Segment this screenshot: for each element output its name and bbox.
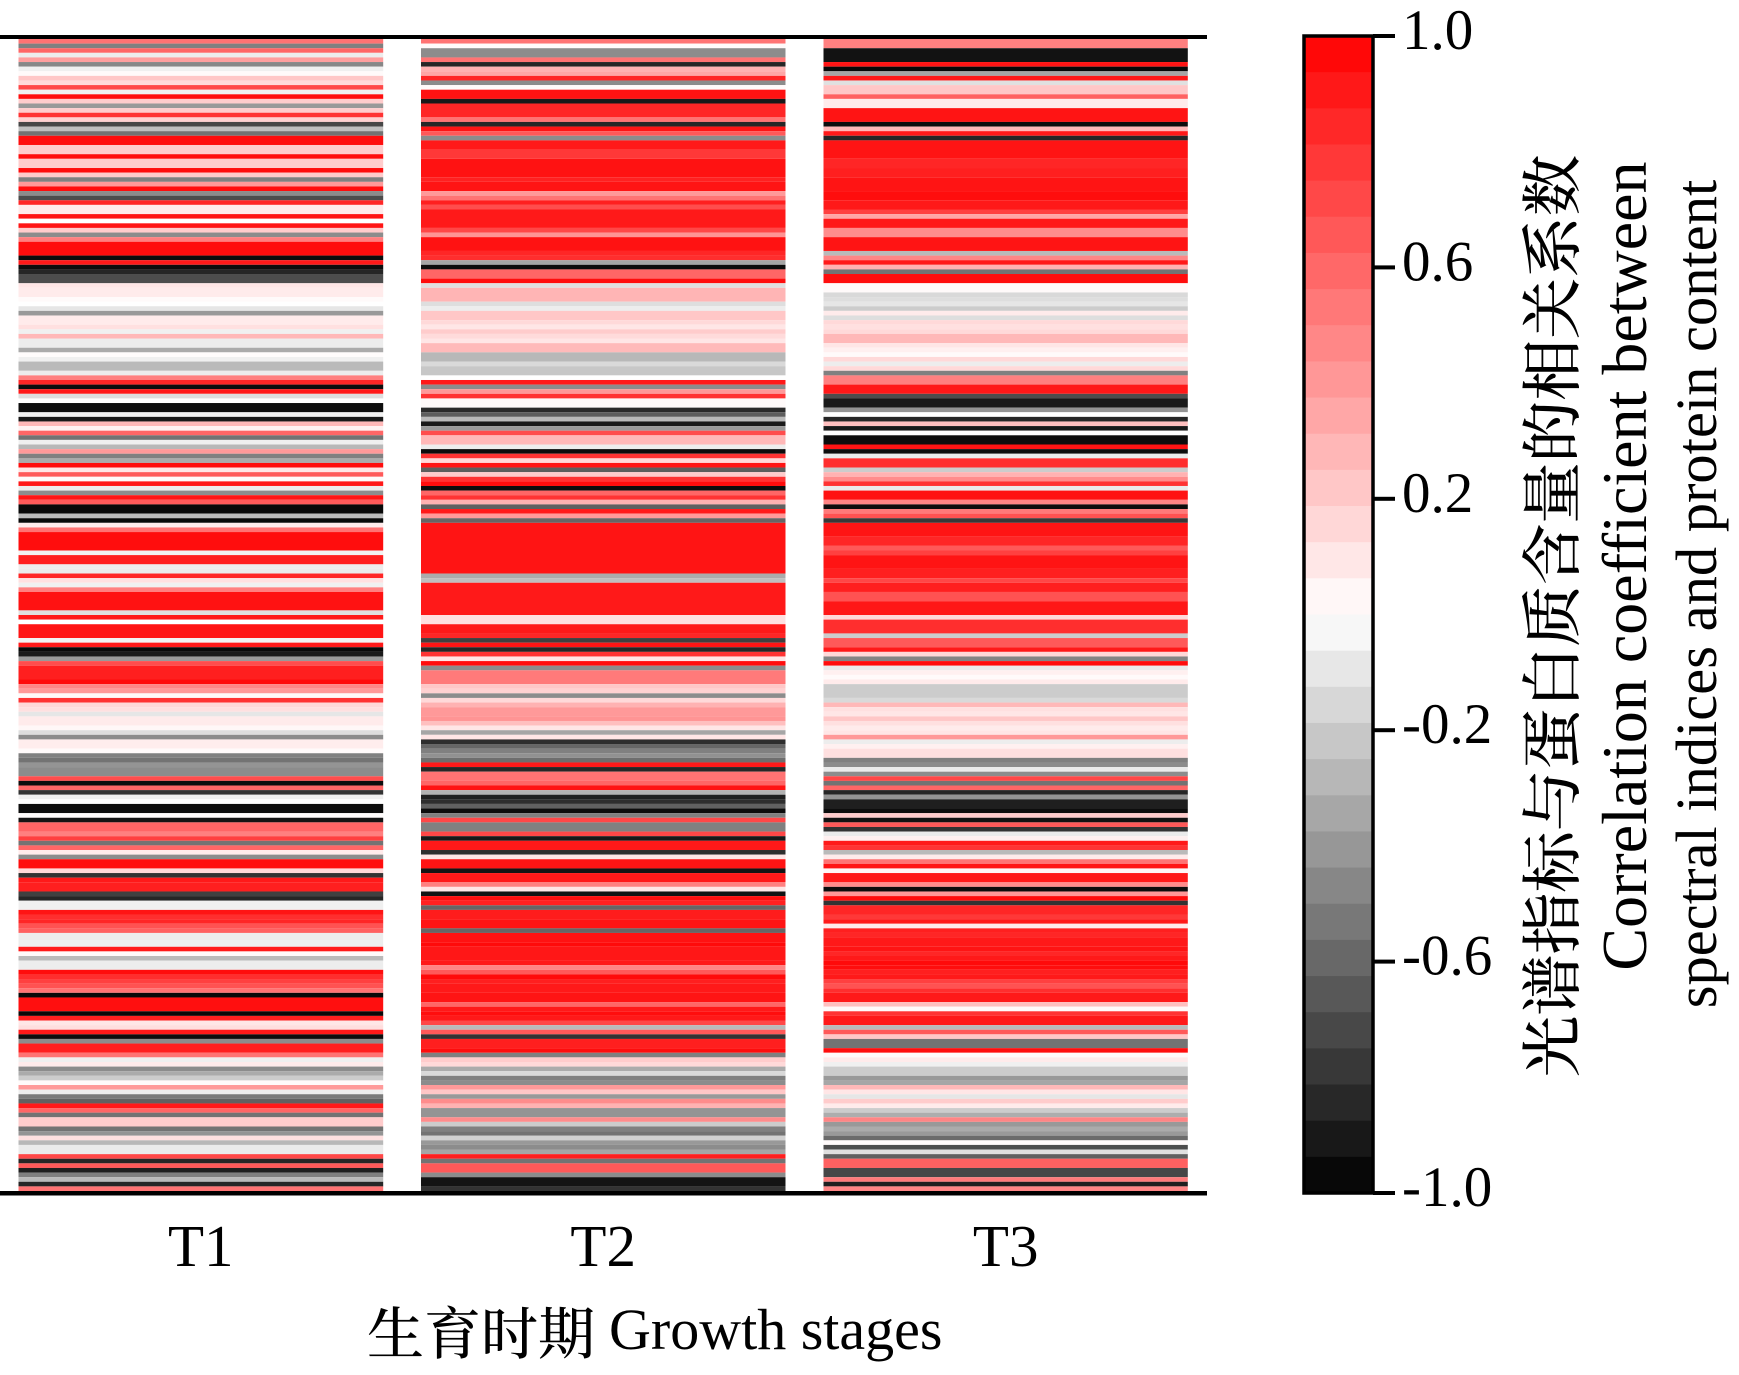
svg-text:0.2: 0.2 bbox=[1402, 462, 1473, 525]
svg-text:Growth stages: Growth stages bbox=[609, 1297, 942, 1362]
svg-text:-0.6: -0.6 bbox=[1402, 925, 1492, 988]
svg-text:T3: T3 bbox=[973, 1213, 1039, 1279]
svg-text:Correlation coefficient betwee: Correlation coefficient between bbox=[1589, 161, 1660, 970]
svg-text:T2: T2 bbox=[570, 1213, 636, 1279]
svg-text:T1: T1 bbox=[168, 1213, 234, 1279]
svg-text:-0.2: -0.2 bbox=[1402, 693, 1492, 756]
svg-text:spectral indices and protein c: spectral indices and protein content bbox=[1664, 180, 1729, 1008]
svg-text:0.6: 0.6 bbox=[1402, 230, 1473, 293]
svg-text:-1.0: -1.0 bbox=[1402, 1156, 1492, 1219]
svg-text:1.0: 1.0 bbox=[1402, 0, 1473, 62]
